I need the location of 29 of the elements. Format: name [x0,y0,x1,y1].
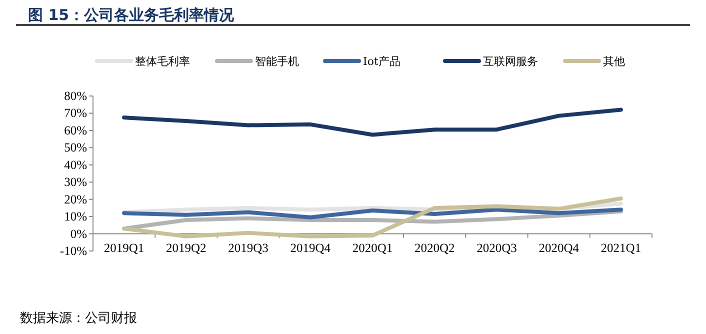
x-tick-label: 2019Q4 [290,240,332,255]
chart-title: 图 15：公司各业务毛利率情况 [28,6,236,24]
y-tick-label: 60% [64,123,87,138]
x-tick-label: 2019Q2 [166,240,206,255]
legend-label: 智能手机 [255,55,299,68]
line-series [122,108,623,137]
x-tick-label: 2021Q1 [600,240,642,255]
y-tick-label: 40% [64,158,87,172]
legend-label: 互联网服务 [483,55,538,68]
y-tick-label: 0% [70,226,87,241]
legend-label: 其他 [603,55,625,68]
source-note: 数据来源：公司财报 [20,311,137,326]
y-tick-label: 30% [64,175,87,190]
y-tick-label: -10% [60,244,87,258]
y-tick-label: 80% [64,89,87,103]
line-series [122,208,623,220]
y-tick-label: 70% [64,106,87,120]
x-tick-label: 2020Q4 [538,240,580,255]
x-tick-label: 2020Q3 [476,240,517,255]
x-tick-label: 2020Q2 [414,240,455,255]
y-tick-label: 50% [64,140,87,155]
legend-label: Iot产品 [363,55,400,68]
line-series [122,196,623,238]
x-tick-label: 2019Q3 [228,240,268,255]
legend-label: 整体毛利率 [135,55,190,68]
x-tick-label: 2020Q1 [352,240,393,255]
x-tick-label: 2019Q1 [104,240,144,255]
y-tick-label: 10% [64,210,87,224]
y-tick-label: 20% [64,192,87,206]
